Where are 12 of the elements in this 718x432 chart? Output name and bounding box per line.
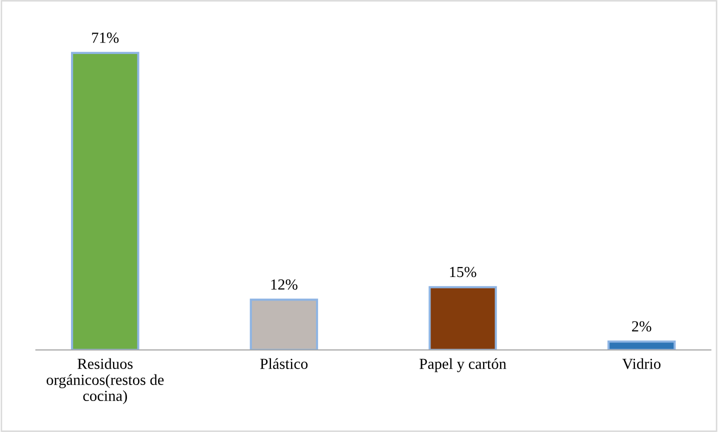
bar <box>607 340 676 350</box>
data-label: 12% <box>271 279 298 290</box>
x-tick-label: Residuos orgánicos(restos de cocina) <box>46 358 164 404</box>
bar <box>71 52 140 350</box>
bar <box>428 286 497 350</box>
x-tick-label: Vidrio <box>622 358 660 370</box>
bar <box>250 298 318 350</box>
data-label: 71% <box>92 32 119 43</box>
data-label: 2% <box>632 321 652 332</box>
data-label: 15% <box>450 266 476 278</box>
x-tick-label: Plástico <box>260 358 308 370</box>
x-tick-label: Papel y cartón <box>420 358 506 372</box>
